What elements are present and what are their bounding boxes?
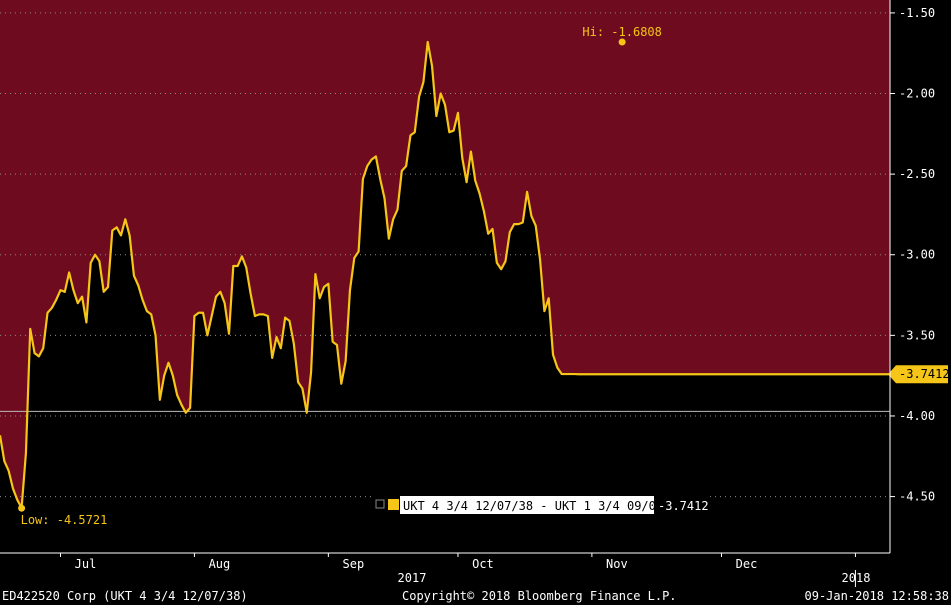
- footer-timestamp: 09-Jan-2018 12:58:38: [804, 589, 950, 603]
- x-tick-label: Nov: [606, 557, 628, 571]
- low-label: Low: -4.5721: [21, 513, 108, 527]
- last-value-tag: [888, 365, 948, 384]
- series-line: [0, 40, 890, 509]
- x-tick-label: Dec: [736, 557, 758, 571]
- legend-swatch: [388, 499, 399, 510]
- last-value-label: -3.7412: [899, 367, 950, 381]
- y-tick-label: -4.00: [899, 409, 935, 423]
- x-tick-label: Oct: [472, 557, 494, 571]
- legend[interactable]: UKT 4 3/4 12/07/38 - UKT 1 3/4 09/07/37 …: [371, 494, 710, 516]
- high-marker: [618, 38, 626, 46]
- low-marker: [18, 504, 26, 512]
- legend-toggle[interactable]: [375, 499, 385, 509]
- footer-copyright: Copyright© 2018 Bloomberg Finance L.P.: [402, 589, 677, 603]
- y-tick-label: -3.50: [899, 328, 935, 342]
- legend-value: -3.7412: [658, 499, 709, 513]
- y-tick-label: -1.50: [899, 6, 935, 20]
- y-tick-label: -2.00: [899, 87, 935, 101]
- y-tick-label: -2.50: [899, 167, 935, 181]
- footer: ED422520 Corp (UKT 4 3/4 12/07/38) Copyr…: [0, 587, 951, 605]
- x-tick-label: Aug: [209, 557, 231, 571]
- year-label: 2017: [398, 571, 427, 585]
- legend-label-bg: [400, 496, 654, 514]
- year-label: 2018: [842, 571, 871, 585]
- y-axis: -1.50 -2.00 -2.50 -3.00 -3.50 -4.00 -4.50: [889, 0, 935, 553]
- footer-security: ED422520 Corp (UKT 4 3/4 12/07/38): [2, 589, 248, 603]
- x-tick-label: Jul: [75, 557, 97, 571]
- x-tick-label: Sep: [343, 557, 365, 571]
- legend-label: UKT 4 3/4 12/07/38 - UKT 1 3/4 09/07/37: [403, 499, 685, 513]
- area-below-line: [0, 41, 890, 554]
- high-label: Hi: -1.6808: [582, 25, 661, 39]
- y-tick-label: -4.50: [899, 490, 935, 504]
- x-axis: Jul Aug Sep Oct Nov Dec 2017 2018: [0, 552, 890, 587]
- y-tick-label: -3.00: [899, 248, 935, 262]
- hi-low-markers: Hi: -1.6808 Low: -4.5721 -3.7412: [18, 25, 950, 527]
